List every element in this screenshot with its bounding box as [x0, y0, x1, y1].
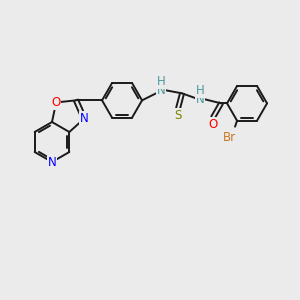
Text: N: N	[48, 155, 56, 169]
Text: S: S	[174, 109, 182, 122]
Text: N: N	[196, 93, 204, 106]
Text: O: O	[208, 118, 218, 131]
Text: Br: Br	[223, 131, 236, 144]
Text: H: H	[196, 84, 204, 97]
Text: H: H	[157, 75, 165, 88]
Text: N: N	[157, 84, 165, 97]
Text: N: N	[80, 112, 88, 125]
Text: O: O	[52, 96, 61, 109]
